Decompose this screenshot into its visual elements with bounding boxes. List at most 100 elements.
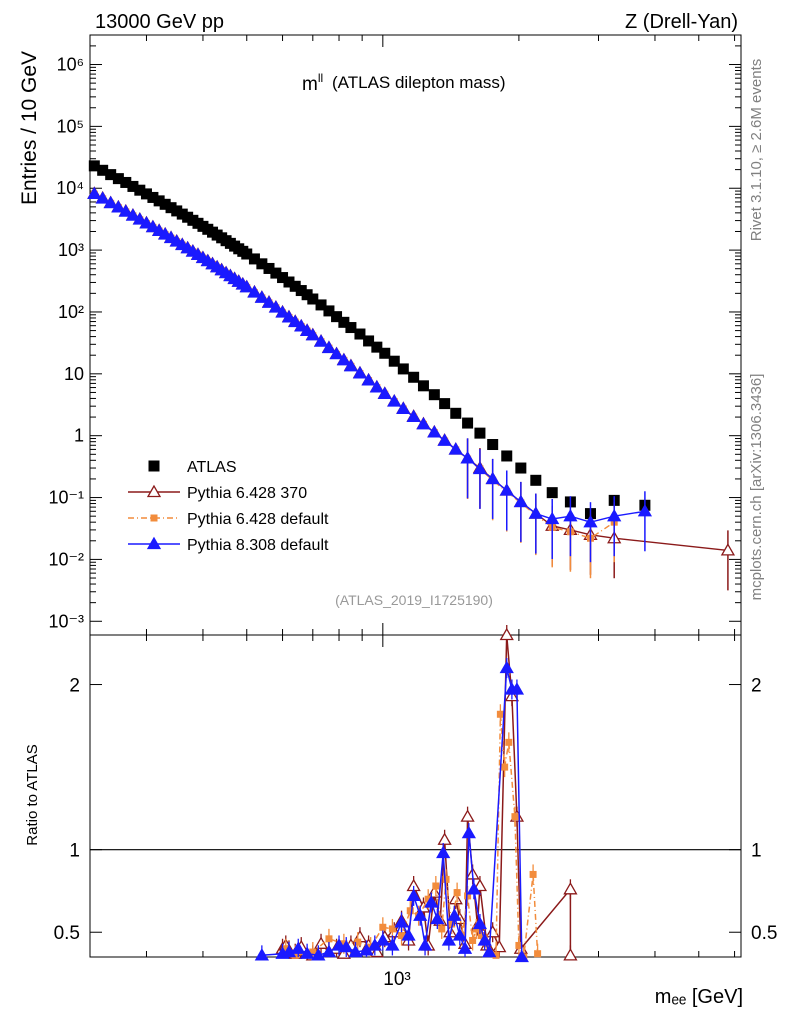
mcplots-label: mcplots.cern.ch [arXiv:1306.3436] [748,374,765,601]
header-left: 13000 GeV pp [95,11,224,33]
atlas-point [127,180,139,192]
atlas-point [417,380,429,392]
pythia-8-308-default-ratio-point [482,944,497,958]
pythia-8-308-default-ratio-point [466,881,481,895]
pythia-8-308-default-ratio-point [299,946,315,959]
pythia-8-308-default-ratio-point [441,933,456,946]
atlas-point [439,398,451,410]
ratio-y-tick-label: 1 [69,841,80,862]
atlas-point [388,355,400,367]
pythia-8-308-default-ratio-point [311,948,326,961]
plot-subtitle: (ATLAS dilepton mass) [332,73,506,92]
pythia-8-308-default-point [118,204,133,217]
pythia-6-428-default-ratio-point [477,932,485,940]
pythia-6-428-default-ratio-point [464,892,472,900]
atlas-point [248,253,260,265]
legend-marker-pythia-6-428-370 [146,484,162,498]
pythia-8-308-default-point [448,442,463,455]
pythia-8-308-default-point [87,186,102,200]
pythia-8-308-default-point [313,334,329,347]
atlas-point [134,184,146,196]
pythia-8-308-default-ratio-point [424,895,439,908]
pythia-8-308-default-point [637,503,653,517]
pythia-6-428-default-ratio-point [432,882,440,890]
pythia-6-428-default-ratio-point [282,945,290,953]
atlas-point [307,293,319,305]
legend-marker-atlas [148,460,160,472]
main-y-tick-label: 10⁻¹ [48,488,84,508]
pythia-6-428-370-ratio-point [499,627,514,641]
pythia-6-428-default-ratio-point [388,925,396,933]
atlas-point [270,267,282,279]
pythia-8-308-default-ratio-point [457,941,473,954]
atlas-point [345,322,357,334]
main-y-tick-label: 10⁶ [57,55,84,75]
main-y-tick-label: 10⁴ [56,178,84,198]
pythia-8-308-default-ratio-point [401,928,416,941]
pythia-8-308-default-point [139,216,154,229]
pythia-8-308-default-ratio-point [375,933,390,946]
main-y-tick-label: 10⁵ [57,116,84,136]
atlas-point [530,474,542,486]
atlas-point [256,258,268,270]
pythia-8-308-default-point [103,195,118,209]
pythia-6-428-default-ratio-line [285,714,539,960]
atlas-point [379,347,391,359]
pythia-8-308-default-point [95,191,110,204]
pythia-6-428-default-ratio-point [448,920,456,928]
pythia-8-308-default-point [343,358,359,372]
legend-label-pythia-6-428-370: Pythia 6.428 370 [187,485,307,502]
main-y-tick-label: 10³ [58,240,84,260]
pythia-8-308-default-ratio-point [291,941,306,954]
main-y-tick-label: 10 [64,364,84,384]
pythia-6-428-default-ratio-point [325,935,333,943]
ratio-plot-frame [89,634,742,958]
pythia-8-308-default-ratio-point [348,944,363,958]
pythia-8-308-default-point [288,314,303,328]
atlas-point [363,335,375,347]
atlas-point [120,176,132,188]
legend-marker-pythia-8-308-default [146,536,162,550]
pythia-8-308-default-point [369,380,384,393]
atlas-point [371,341,383,353]
main-y-tick-label: 1 [74,426,84,446]
atlas-point [487,439,499,451]
pythia-8-308-default-ratio-point [417,938,433,951]
pythia-6-428-default-ratio-point [529,870,537,878]
atlas-point [462,417,474,429]
pythia-8-308-default-point [247,285,262,298]
pythia-8-308-default-point [145,219,161,233]
pythia-8-308-default-point [513,494,528,508]
pythia-8-308-default-ratio-point [514,949,529,963]
ratio-y-tick-label-right: 1 [751,841,762,862]
atlas-point [501,450,513,462]
atlas-point [159,198,171,210]
pythia-8-308-default-point [336,352,351,366]
atlas-point [277,272,289,284]
pythia-8-308-default-ratio-point [461,825,476,839]
atlas-point [140,188,152,200]
pythia-6-428-default-ratio-point [340,940,348,948]
main-data-marks [87,160,736,591]
pythia-6-428-default-ratio-point [424,895,432,903]
atlas-point [171,205,183,217]
pythia-6-428-default-ratio-point [398,932,406,940]
atlas-point [408,371,420,383]
pythia-8-308-default-point [329,346,344,360]
atlas-point [474,427,486,439]
atlas-point [315,299,327,311]
atlas-point [165,202,177,214]
x-axis-label: mₑₑ [GeV] [655,986,743,1008]
atlas-point [105,169,117,181]
x-tick-label-1000: 10³ [383,969,410,990]
pythia-6-428-default-ratio-point [511,813,519,821]
pythia-6-428-default-ratio-point [496,710,504,718]
atlas-point [450,407,462,419]
pythia-8-308-default-ratio-point [472,916,488,930]
atlas-point [283,276,295,288]
atlas-point [88,160,100,172]
legend-label-atlas: ATLAS [187,459,237,476]
pythia-8-308-default-point [294,319,309,332]
pythia-6-428-370-ratio-point [563,881,578,895]
